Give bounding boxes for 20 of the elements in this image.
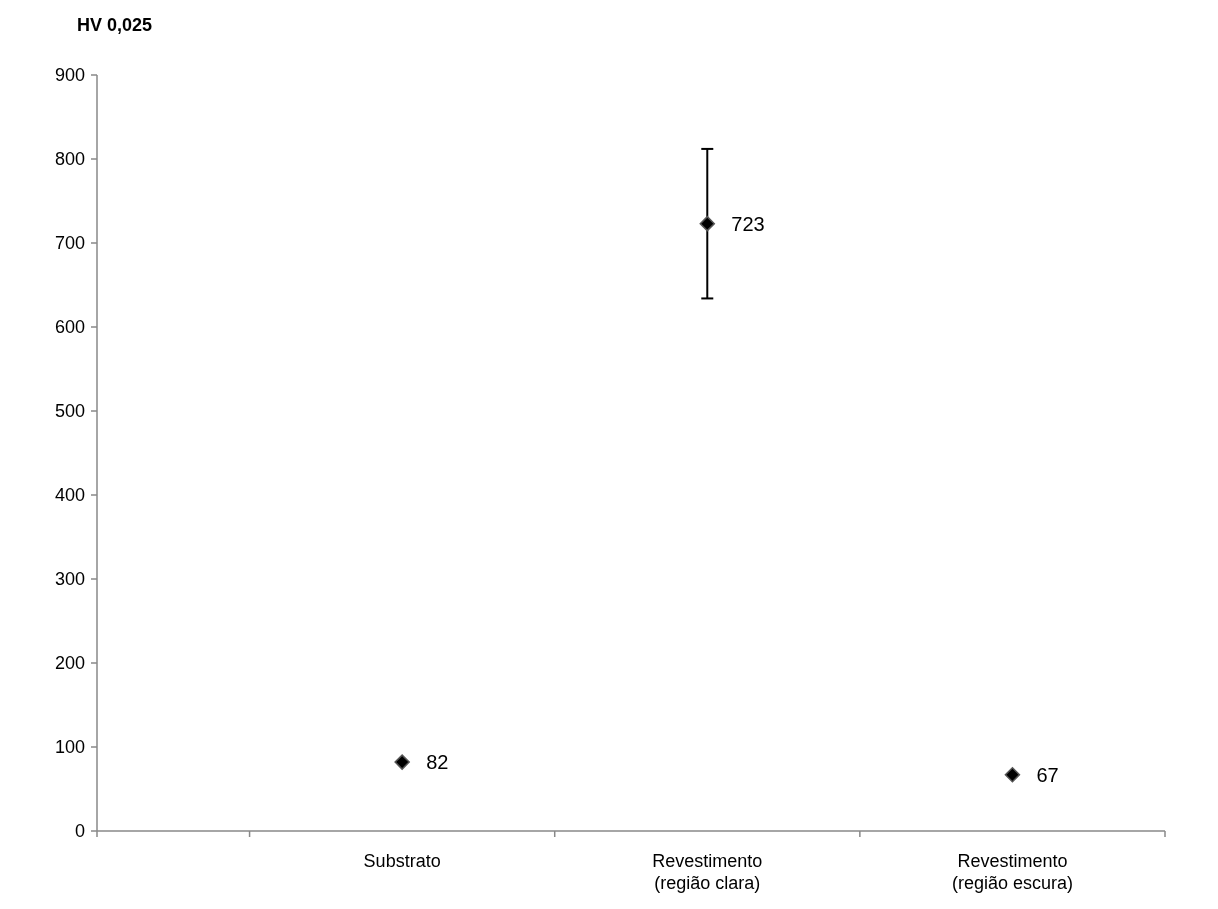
x-tick-label: Substrato <box>363 851 441 871</box>
point <box>699 215 716 232</box>
y-tick-label: 700 <box>54 233 85 254</box>
y-tick-label: 800 <box>54 149 85 170</box>
x-tick-label: Revestimento (região clara) <box>652 851 763 893</box>
y-tick-label: 600 <box>54 317 85 338</box>
y-tick-label: 500 <box>54 401 85 422</box>
y-tick-label: 900 <box>54 65 85 86</box>
y-tick-label: 100 <box>54 737 85 758</box>
point <box>1004 766 1021 783</box>
y-tick-label: 0 <box>74 821 85 842</box>
y-tick-label: 300 <box>54 569 85 590</box>
point <box>394 754 410 770</box>
y-axis-title: HV 0,025 <box>77 15 153 35</box>
data-label: 67 <box>1036 763 1059 786</box>
data-label: 82 <box>426 751 449 774</box>
y-tick-label: 200 <box>54 653 85 674</box>
data-label: 723 <box>731 212 765 235</box>
y-tick-label: 400 <box>54 485 85 506</box>
x-tick-label: Revestimento (região escura) <box>951 851 1073 893</box>
